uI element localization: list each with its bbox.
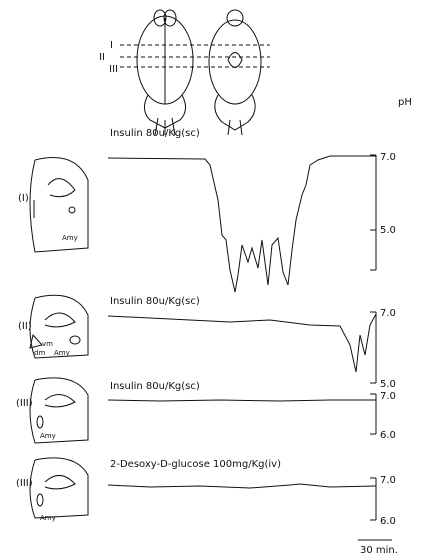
level-label: I bbox=[110, 40, 113, 51]
panel-label: (III) bbox=[16, 478, 33, 489]
panel-label: (II) bbox=[18, 321, 32, 332]
section-outline bbox=[30, 458, 88, 518]
region-label: Amy bbox=[54, 349, 70, 357]
treatment: 2-Desoxy-D-glucose 100mg/Kg(iv) bbox=[110, 459, 281, 470]
panel-label: (III) bbox=[16, 398, 33, 409]
treatment: Insulin 80u/Kg(sc) bbox=[110, 381, 200, 392]
unit-label: pH bbox=[398, 97, 412, 108]
region-label: vm bbox=[42, 340, 53, 348]
region-label: dm bbox=[34, 349, 45, 357]
tick-label: 5.0 bbox=[380, 379, 396, 390]
tick-label: 5.0 bbox=[380, 225, 396, 236]
tick-label: 6.0 bbox=[380, 430, 396, 441]
page: I II III pH (I) Amy Insulin 80u/Kg(sc) 7… bbox=[0, 0, 426, 560]
region-label: Amy bbox=[40, 514, 56, 522]
treatment: Insulin 80u/Kg(sc) bbox=[110, 296, 200, 307]
tick-label: 7.0 bbox=[380, 308, 396, 319]
level-label: II bbox=[99, 52, 105, 63]
ph-trace bbox=[108, 400, 376, 401]
ph-trace bbox=[108, 314, 376, 372]
section-outline bbox=[30, 158, 88, 253]
region-label: Amy bbox=[62, 234, 78, 242]
scale-bar-label: 30 min. bbox=[360, 545, 398, 556]
tick-label: 7.0 bbox=[380, 391, 396, 402]
tick-label: 7.0 bbox=[380, 152, 396, 163]
tick-label: 7.0 bbox=[380, 475, 396, 486]
section-outline bbox=[30, 378, 88, 443]
brain-diagrams bbox=[137, 10, 261, 135]
tick-label: 6.0 bbox=[380, 516, 396, 527]
ph-trace bbox=[108, 484, 376, 488]
panel-label: (I) bbox=[18, 193, 29, 204]
figure: I II III pH (I) Amy Insulin 80u/Kg(sc) 7… bbox=[0, 0, 426, 560]
level-label: III bbox=[109, 64, 118, 75]
ph-trace bbox=[108, 156, 376, 292]
region-label: Amy bbox=[40, 432, 56, 440]
treatment: Insulin 80u/Kg(sc) bbox=[110, 128, 200, 139]
